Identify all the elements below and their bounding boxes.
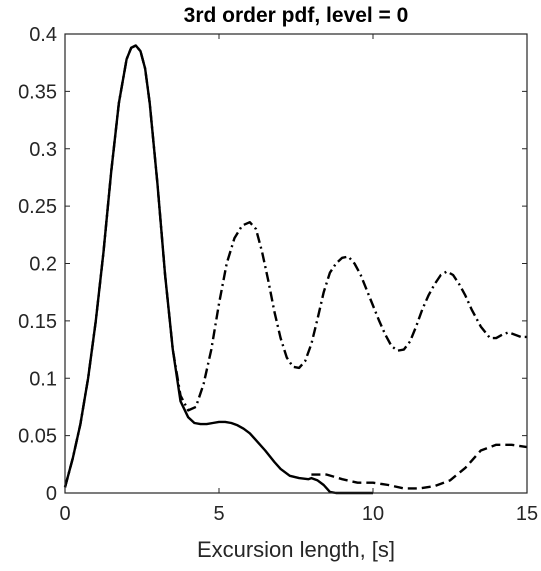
ticks-layer: 0 5 10 15 0 0.05 0.1 0.15 0.2 0.25 0.3 0.35 0.4 bbox=[18, 24, 538, 525]
y-tick-label: 0.2 bbox=[29, 254, 57, 276]
series-line-dashed bbox=[311, 443, 528, 490]
x-axis-label: Excursion length, [s] bbox=[197, 537, 395, 562]
x-tick-label: 5 bbox=[213, 503, 224, 525]
chart-title: 3rd order pdf, level = 0 bbox=[184, 4, 409, 27]
y-tick-label: 0.15 bbox=[18, 311, 57, 333]
y-tick-label: 0.4 bbox=[29, 24, 57, 46]
series-line-dashdot bbox=[63, 44, 527, 488]
x-tick-label: 0 bbox=[59, 503, 70, 525]
x-tick-label: 10 bbox=[362, 503, 384, 525]
y-tick-label: 0 bbox=[46, 483, 57, 505]
x-tick-label: 15 bbox=[516, 503, 538, 525]
y-tick-label: 0.25 bbox=[18, 196, 57, 218]
y-tick-label: 0.35 bbox=[18, 81, 57, 103]
series-layer bbox=[63, 44, 528, 495]
series-line-solid bbox=[63, 44, 373, 495]
plot-frame bbox=[64, 33, 528, 494]
y-tick-label: 0.3 bbox=[29, 139, 57, 161]
y-tick-label: 0.05 bbox=[18, 426, 57, 448]
y-tick-label: 0.1 bbox=[29, 368, 57, 390]
